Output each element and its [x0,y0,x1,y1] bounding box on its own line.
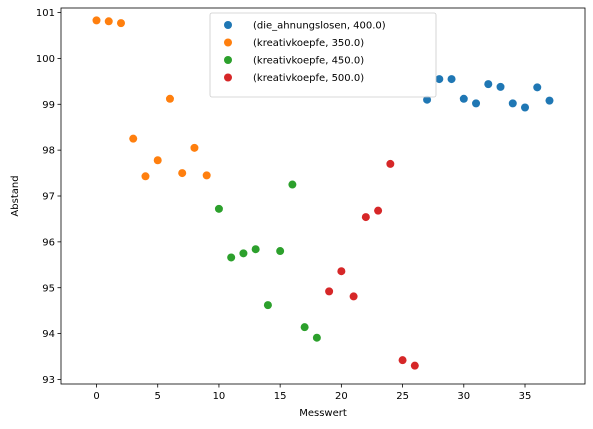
data-point-series-4 [325,287,334,296]
legend-marker [224,21,232,29]
data-point-series-2 [190,143,199,152]
legend-marker [224,56,232,64]
x-tick-label: 35 [519,391,532,402]
data-point-series-2 [92,16,101,25]
y-tick-label: 96 [42,237,55,248]
data-point-series-1 [484,80,493,89]
data-point-series-2 [202,171,211,180]
data-point-series-2 [153,156,162,165]
data-point-series-3 [214,204,223,213]
data-point-series-1 [423,95,432,104]
x-tick-label: 0 [93,391,99,402]
legend-box [209,12,437,98]
y-tick-label: 95 [42,283,55,294]
y-tick-label: 97 [42,192,55,203]
data-point-series-4 [410,361,419,370]
legend-label: (kreativkoepfe, 500.0) [253,73,364,84]
legend-marker [224,73,232,82]
data-point-series-1 [508,99,517,108]
data-point-series-2 [104,17,113,26]
data-point-series-3 [288,180,297,189]
y-tick-label: 93 [42,375,55,386]
legend-label: (kreativkoepfe, 450.0) [253,56,364,67]
x-tick-label: 25 [396,391,409,402]
data-point-series-4 [349,292,358,301]
data-point-series-1 [496,82,505,91]
y-tick-label: 101 [36,8,55,19]
x-tick-label: 30 [457,391,470,402]
y-axis: 93 94 95 96 97 98 99 100 101 [36,8,61,386]
x-tick-label: 10 [213,391,226,402]
data-point-series-3 [239,249,248,258]
x-tick-label: 15 [274,391,287,402]
data-point-series-1 [472,99,481,108]
y-tick-label: 100 [36,54,55,65]
data-point-series-3 [263,301,272,310]
data-point-series-1 [435,75,444,84]
data-points [92,16,554,370]
data-point-series-3 [276,247,285,256]
data-point-series-2 [178,169,187,178]
legend-label: (kreativkoepfe, 350.0) [253,38,364,49]
x-axis: 0 5 10 15 20 25 30 35 [93,384,531,402]
data-point-series-2 [116,19,125,28]
data-point-series-1 [521,103,530,112]
y-tick-label: 98 [42,146,55,157]
y-tick-label: 94 [42,329,55,340]
data-point-series-1 [459,94,468,103]
legend-label: (die_ahnungslosen, 400.0) [253,21,386,32]
data-point-series-3 [227,253,236,262]
data-point-series-1 [447,75,456,84]
data-point-series-3 [300,323,309,332]
x-tick-label: 5 [155,391,161,402]
x-axis-label: Messwert [299,408,347,419]
data-point-series-2 [129,134,138,143]
data-point-series-2 [165,94,174,103]
y-tick-label: 99 [42,100,55,111]
data-point-series-1 [545,96,554,105]
data-point-series-4 [386,159,395,168]
data-point-series-4 [398,356,407,365]
data-point-series-1 [533,83,542,92]
x-tick-label: 20 [335,391,348,402]
legend: (die_ahnungslosen, 400.0) (kreativkoepfe,… [209,12,437,98]
y-axis-label: Abstand [10,175,21,216]
data-point-series-3 [312,333,321,342]
data-point-series-4 [374,206,383,215]
data-point-series-2 [141,172,150,181]
data-point-series-4 [361,213,370,222]
data-point-series-3 [251,245,260,254]
legend-marker [224,38,232,47]
data-point-series-4 [337,267,346,276]
